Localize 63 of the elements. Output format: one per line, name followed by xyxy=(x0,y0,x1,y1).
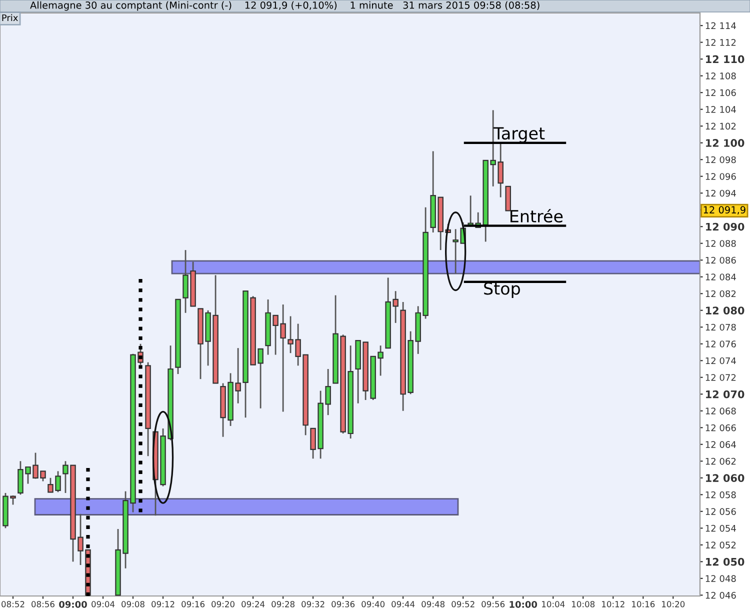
x-tick-label: 09:16 xyxy=(182,601,205,608)
y-tick-label: 12 094 xyxy=(706,190,736,197)
y-tick-label: 12 060 xyxy=(706,474,744,482)
x-tick-label: 09:20 xyxy=(212,601,234,608)
y-tick-label: 12 076 xyxy=(706,340,736,348)
x-tick-label: 10:12 xyxy=(602,601,624,608)
x-tick-label: 10:04 xyxy=(542,601,565,608)
y-tick-label: 12 072 xyxy=(706,374,736,381)
y-tick-label: 12 058 xyxy=(706,491,736,498)
y-tick-label: 12 084 xyxy=(706,274,736,280)
y-tick-label: 12 088 xyxy=(706,240,736,247)
x-tick-label: 09:04 xyxy=(92,601,115,608)
y-tick-label: 12 062 xyxy=(706,458,736,465)
x-tick-label: 09:36 xyxy=(332,601,355,608)
y-tick-label: 12 048 xyxy=(706,575,736,582)
y-tick-label: 12 066 xyxy=(706,424,736,432)
x-tick-label: 09:40 xyxy=(362,601,385,608)
x-tick-label: 09:28 xyxy=(272,601,295,608)
y-tick-label: 12 082 xyxy=(706,290,736,298)
x-tick-label: 10:00 xyxy=(510,601,538,608)
x-tick-label: 10:16 xyxy=(632,601,655,608)
x-tick-label: 09:44 xyxy=(392,601,415,608)
y-tick-label: 12 046 xyxy=(706,592,736,599)
y-tick-label: 12 096 xyxy=(706,173,736,180)
chart-title: Allemagne 30 au comptant (Mini-contr (-) 12 091,9 (+0,10%) 1 minute 31 mars 2015 09:58 (08:58) xyxy=(30,1,540,11)
x-tick-label: 08:56 xyxy=(32,601,54,608)
y-tick-label: 12 078 xyxy=(706,324,736,331)
y-tick-label: 12 114 xyxy=(706,22,736,29)
text: 12 091,9 xyxy=(704,206,746,214)
x-tick-label: 09:08 xyxy=(122,601,144,608)
y-tick-label: 12 098 xyxy=(706,156,736,164)
x-tick-label: 08:52 xyxy=(2,601,24,608)
y-tick-label: 12 068 xyxy=(706,408,736,414)
y-tick-label: 12 100 xyxy=(706,139,744,147)
y-tick-label: 12 064 xyxy=(706,441,736,448)
ref-line-label: Entrée xyxy=(510,208,563,223)
x-tick-label: 10:08 xyxy=(572,601,595,608)
x-tick-label: 09:32 xyxy=(302,601,324,608)
y-tick-label: 12 090 xyxy=(706,222,744,231)
y-tick-label: 12 108 xyxy=(706,72,736,80)
ref-line-label: Target xyxy=(493,127,545,143)
x-tick-label: 09:48 xyxy=(422,601,445,608)
y-tick-label: 12 080 xyxy=(706,306,744,314)
y-tick-label: 12 052 xyxy=(706,542,736,548)
y-tick-label: 12 102 xyxy=(706,122,736,130)
y-tick-label: 12 050 xyxy=(706,558,744,566)
x-tick-label: 10:20 xyxy=(662,601,685,608)
y-axis-title: Prix xyxy=(2,14,18,22)
x-tick-label: 09:52 xyxy=(452,601,474,608)
y-tick-label: 12 074 xyxy=(706,357,736,364)
x-tick-label: 09:56 xyxy=(482,601,505,608)
y-tick-label: 12 106 xyxy=(706,89,736,96)
y-tick-label: 12 112 xyxy=(706,39,736,46)
y-tick-label: 12 070 xyxy=(706,390,744,398)
x-tick-label: 09:24 xyxy=(242,601,265,608)
y-tick-label: 12 104 xyxy=(706,106,736,113)
ref-line-label: Stop xyxy=(484,282,520,298)
y-tick-label: 12 110 xyxy=(706,55,744,64)
y-tick-label: 12 086 xyxy=(706,256,736,264)
x-tick-label: 09:12 xyxy=(152,601,174,608)
x-tick-label: 09:00 xyxy=(59,601,87,608)
y-tick-label: 12 054 xyxy=(706,524,736,532)
y-tick-label: 12 056 xyxy=(706,508,736,515)
